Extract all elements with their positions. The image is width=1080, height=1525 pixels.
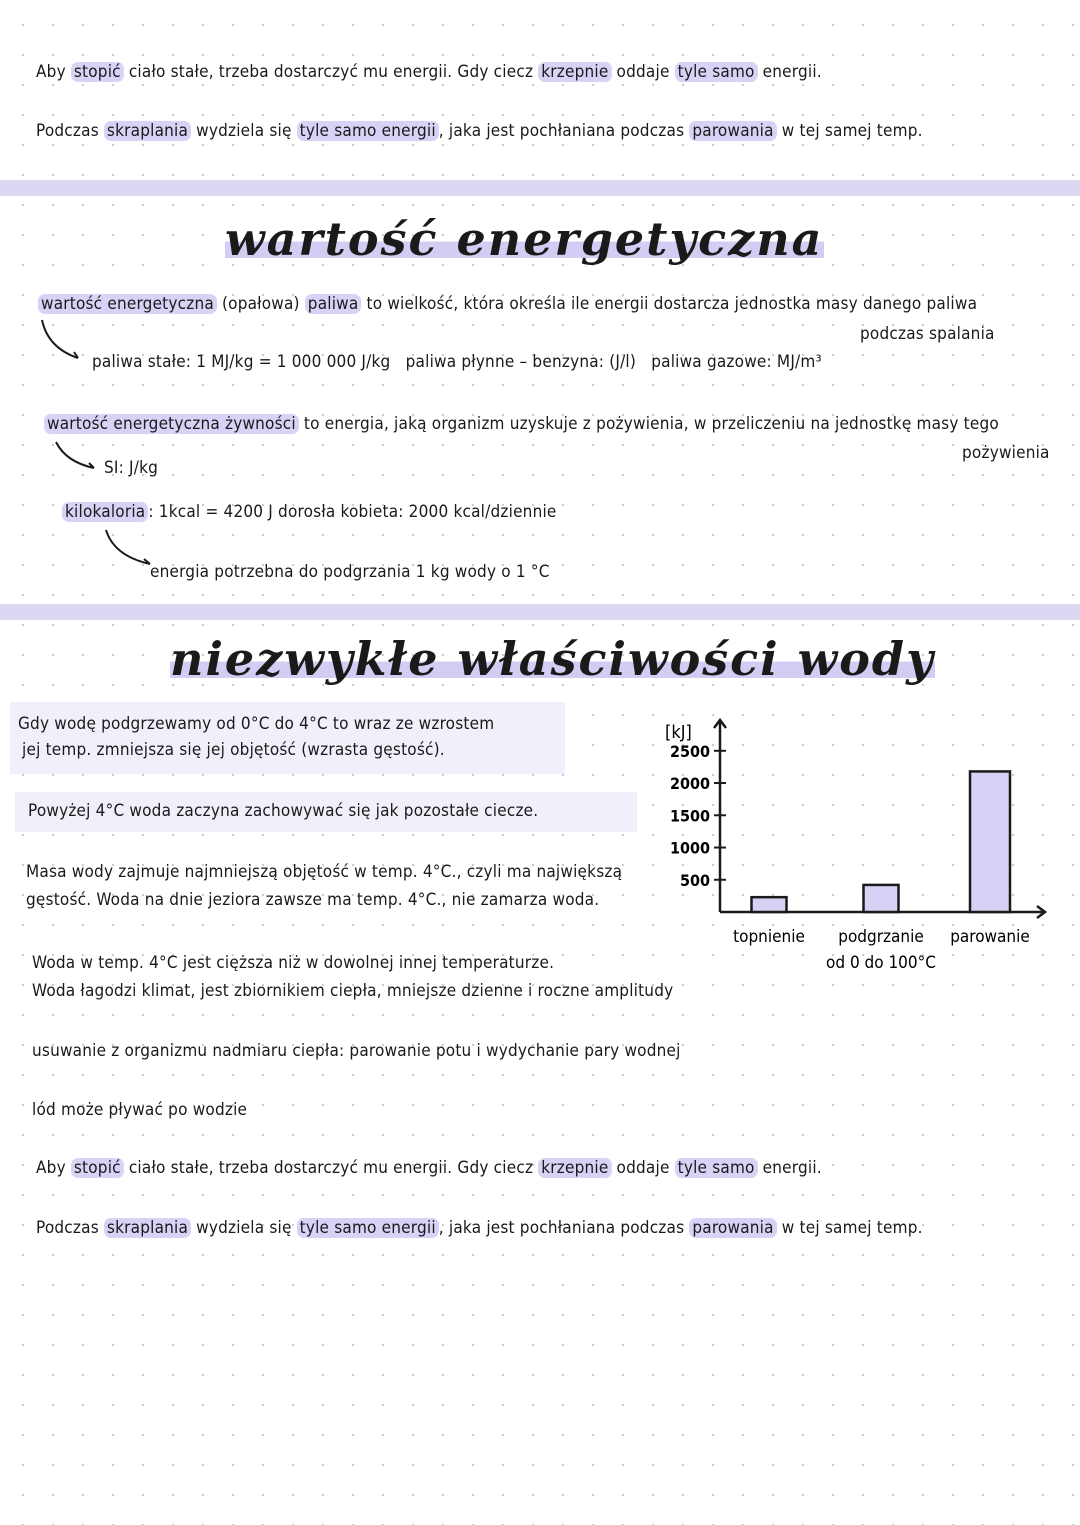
text: ciało stałe, trzeba dostarczyć mu energi…	[123, 62, 539, 82]
highlight: krzepnie	[538, 62, 612, 82]
highlight: tyle samo energii	[296, 1218, 439, 1238]
text: w tej samej temp.	[776, 121, 923, 141]
note-condensation: Podczas skraplania wydziela się tyle sam…	[36, 121, 923, 141]
box1-line1: Gdy wodę podgrzewamy od 0°C do 4°C to wr…	[18, 714, 495, 734]
text: (opałowa)	[216, 294, 305, 314]
y-tick-label: 1500	[670, 806, 710, 825]
para1-line2: gęstość. Woda na dnie jeziora zawsze ma …	[26, 890, 600, 910]
para4: lód może pływać po wodzie	[32, 1100, 248, 1120]
text: Podczas	[36, 1218, 104, 1238]
x-tick-label: podgrzanie	[838, 927, 924, 947]
text: Aby	[36, 1158, 71, 1178]
highlight: stopić	[70, 62, 124, 82]
text: : 1kcal = 4200 J dorosła kobieta: 2000 k…	[148, 502, 557, 522]
arrow-icon	[105, 529, 151, 565]
kilocalorie-note: energia potrzebna do podgrzania 1 kg wod…	[150, 562, 550, 582]
highlight: skraplania	[103, 1218, 192, 1238]
para2-line2: Woda łagodzi klimat, jest zbiornikiem ci…	[32, 981, 674, 1001]
para3: usuwanie z organizmu nadmiaru ciepła: pa…	[32, 1041, 681, 1061]
fuel-units: paliwa stałe: 1 MJ/kg = 1 000 000 J/kg p…	[92, 352, 822, 372]
highlight: tyle samo	[674, 62, 758, 82]
liquid-fuel-unit: paliwa płynne – benzyna: (J/l)	[405, 352, 637, 372]
latent-heat-chart: [kJ] 500 1000 1500 2000 2500 topnienie podgrzan…	[665, 717, 1048, 973]
y-tick-label: 500	[680, 871, 710, 890]
text: to energia, jaką organizm uzyskuje z poż…	[298, 414, 999, 434]
y-tick-label: 1000	[670, 839, 710, 858]
bar-podgrzanie	[862, 883, 900, 914]
text: , jaka jest pochłaniana podczas	[438, 1218, 690, 1238]
arrow-icon	[41, 319, 79, 359]
y-tick-label: 2000	[670, 774, 710, 793]
section-title-energy-value: wartość energetyczna	[225, 212, 824, 266]
y-axis-label: [kJ]	[665, 722, 692, 743]
text: , jaka jest pochłaniana podczas	[438, 121, 690, 141]
text: Aby	[36, 62, 71, 82]
gas-fuel-unit: paliwa gazowe: MJ/m³	[651, 352, 822, 372]
highlight: paliwa	[304, 294, 362, 314]
note-melting: Aby stopić ciało stałe, trzeba dostarczy…	[36, 1158, 822, 1178]
highlight: skraplania	[103, 121, 192, 141]
highlight: tyle samo energii	[296, 121, 439, 141]
note-box	[10, 702, 565, 774]
si-unit: SI: J/kg	[104, 458, 159, 478]
text: to wielkość, która określa ile energii d…	[361, 294, 978, 314]
text: ciało stałe, trzeba dostarczyć mu energi…	[123, 1158, 539, 1178]
text: oddaje	[611, 62, 675, 82]
note-box	[15, 792, 637, 832]
text: oddaje	[611, 1158, 675, 1178]
fuel-definition: wartość energetyczna (opałowa) paliwa to…	[38, 294, 977, 314]
text: wydziela się	[191, 121, 297, 141]
highlight: wartość energetyczna żywności	[44, 414, 299, 434]
text: w tej samej temp.	[776, 1218, 923, 1238]
text: Podczas	[36, 121, 104, 141]
text: wydziela się	[191, 1218, 297, 1238]
section-divider	[0, 604, 1080, 620]
highlight: parowania	[689, 1218, 777, 1238]
para1-line1: Masa wody zajmuje najmniejszą objętość w…	[26, 862, 623, 882]
highlight: wartość energetyczna	[38, 294, 217, 314]
note-condensation: Podczas skraplania wydziela się tyle sam…	[36, 1218, 923, 1238]
x-tick-label: od 0 do 100°C	[826, 953, 936, 973]
section-title-water-properties: niezwykłe właściwości wody	[170, 632, 935, 686]
bar-topnienie	[750, 895, 788, 914]
food-definition: wartość energetyczna żywności to energia…	[44, 414, 999, 434]
para2-line1: Woda w temp. 4°C jest cięższa niż w dowo…	[32, 953, 555, 973]
solid-fuel-unit: paliwa stałe: 1 MJ/kg = 1 000 000 J/kg	[92, 352, 391, 372]
y-tick-label: 2500	[670, 742, 710, 761]
box1-line2: jej temp. zmniejsza się jej objętość (wz…	[22, 740, 445, 760]
fuel-definition-cont: podczas spalania	[860, 324, 995, 344]
x-tick-label: topnienie	[733, 927, 805, 947]
arrow-icon	[55, 441, 95, 469]
highlight: tyle samo	[674, 1158, 758, 1178]
highlight: kilokaloria	[62, 502, 149, 522]
text: energii.	[757, 62, 822, 82]
note-melting: Aby stopić ciało stałe, trzeba dostarczy…	[36, 62, 822, 82]
highlight: krzepnie	[538, 1158, 612, 1178]
highlight: stopić	[70, 1158, 124, 1178]
highlight: parowania	[689, 121, 777, 141]
x-tick-label: parowanie	[950, 927, 1030, 947]
section-divider	[0, 180, 1080, 196]
bar-parowanie	[968, 770, 1012, 914]
box2-text: Powyżej 4°C woda zaczyna zachowywać się …	[28, 801, 539, 821]
text: energii.	[757, 1158, 822, 1178]
food-definition-cont: pożywienia	[962, 443, 1050, 463]
kilocalorie-line: kilokaloria: 1kcal = 4200 J dorosła kobi…	[62, 502, 557, 522]
